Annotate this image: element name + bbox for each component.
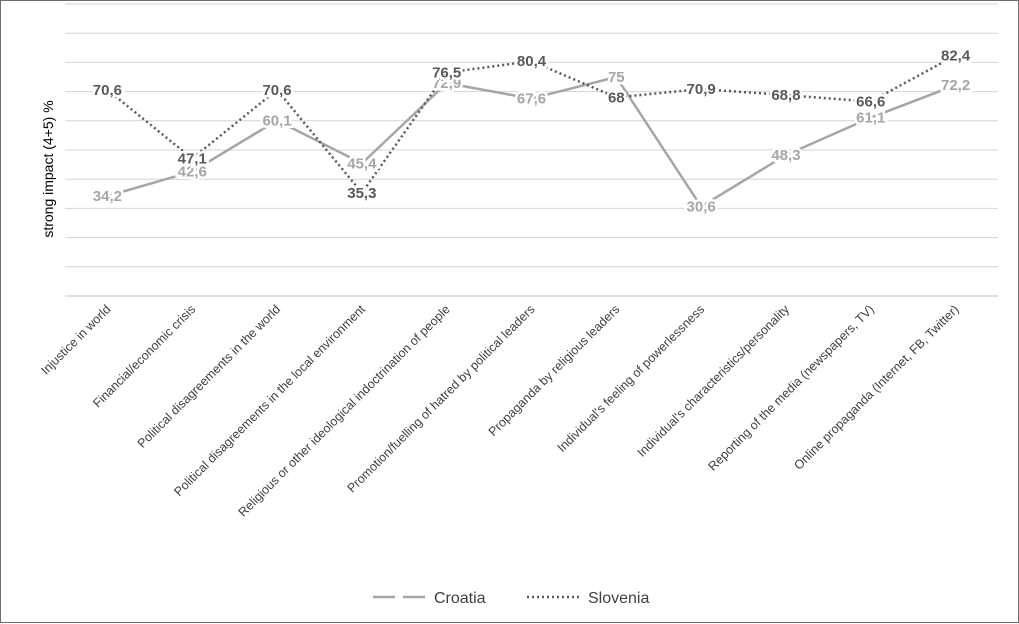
data-label-croatia-10: 72,2 [941,77,970,94]
data-label-slovenia-10: 82,4 [941,47,971,64]
series-lines [106,54,957,208]
data-label-croatia-7: 30,6 [687,199,716,216]
data-label-slovenia-8: 68,8 [771,87,800,104]
legend-label-slovenia: Slovenia [588,590,649,607]
data-label-slovenia-5: 80,4 [517,53,547,70]
data-label-slovenia-6: 68 [608,89,625,106]
data-labels: 34,2 42,6 60,1 45,4 72,9 67,6 75 30,6 48,3 61,1 72… [90,45,973,218]
category-label-9: Reporting of the media (newspapers, TV) [706,302,877,473]
data-label-croatia-5: 67,6 [517,91,546,108]
legend-item-croatia: Croatia [373,590,486,607]
category-label-0: Injustice in world [38,302,113,377]
data-label-croatia-0: 34,2 [93,188,122,205]
data-label-slovenia-7: 70,9 [687,81,716,98]
legend: Croatia Slovenia [373,590,649,607]
series-line-croatia [107,75,957,208]
legend-label-croatia: Croatia [434,590,486,607]
category-label-5: Promotion/fuelling of hatred by politica… [344,302,537,495]
data-label-slovenia-2: 70,6 [262,82,291,99]
data-label-slovenia-9: 66,6 [856,94,885,111]
data-label-croatia-2: 60,1 [262,113,291,130]
legend-item-slovenia: Slovenia [527,590,649,607]
gridlines [65,3,998,297]
category-label-8: Individual's characteristics/personality [635,302,793,460]
data-label-croatia-4: 72,9 [432,75,461,92]
y-axis-label: strong impact (4+5) % [40,100,56,237]
data-label-croatia-6: 75 [608,69,625,86]
category-label-10: Online propaganda (Internet, FB, Twitter… [791,302,961,472]
data-label-croatia-8: 48,3 [771,147,800,164]
category-label-2: Political disagreements in the world [135,302,283,450]
data-label-slovenia-0: 70,6 [93,82,122,99]
category-label-7: Individual's feeling of powerlessness [555,302,708,455]
data-label-croatia-3: 45,4 [347,155,377,172]
data-label-slovenia-3: 35,3 [347,185,376,202]
data-label-slovenia-1: 47,1 [178,150,207,167]
series-line-slovenia [106,54,957,195]
data-label-croatia-1: 42,6 [178,164,207,181]
data-label-slovenia-4: 76,5 [432,65,461,82]
category-label-3: Political disagreements in the local env… [171,302,368,499]
data-label-croatia-9: 61,1 [856,110,885,127]
